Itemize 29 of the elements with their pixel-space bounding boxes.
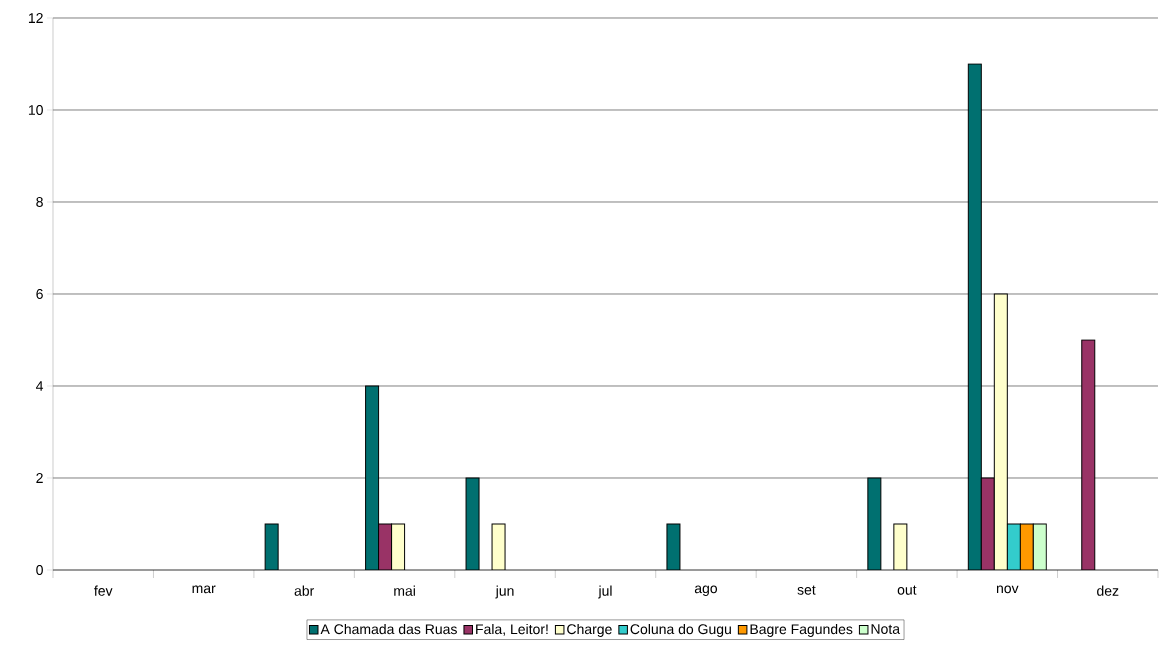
x-tick-label: nov bbox=[996, 585, 1019, 594]
y-tick-label: 8 bbox=[36, 197, 43, 207]
x-tick-label: jul bbox=[598, 585, 612, 599]
x-tick-label: mai bbox=[394, 585, 415, 596]
x-tick-label: ago bbox=[694, 585, 718, 596]
x-tick-label: set bbox=[797, 585, 816, 595]
legend-label: Fala, Leitor! bbox=[476, 623, 548, 636]
y-tick-label: 12 bbox=[28, 13, 43, 23]
x-tick-label: jun bbox=[495, 585, 514, 599]
bar bbox=[967, 63, 982, 570]
legend-label: Nota bbox=[871, 624, 901, 634]
y-tick-label: 2 bbox=[36, 473, 43, 483]
y-tick-label: 6 bbox=[36, 289, 43, 299]
legend-label: Bagre Fagundes bbox=[750, 623, 853, 637]
x-tick-label: dez bbox=[1097, 585, 1119, 596]
bar bbox=[980, 477, 995, 570]
y-tick-label: 10 bbox=[28, 105, 43, 115]
legend-label: Charge bbox=[567, 623, 612, 637]
y-tick-label: 0 bbox=[36, 565, 43, 575]
x-tick-label: out bbox=[897, 585, 917, 595]
x-tick-label: fev bbox=[94, 585, 113, 596]
x-tick-label: mar bbox=[192, 585, 216, 594]
bar bbox=[1081, 339, 1096, 570]
y-tick-label: 4 bbox=[35, 381, 44, 391]
bar bbox=[993, 293, 1008, 570]
bar bbox=[365, 385, 380, 570]
x-tick-label: abr bbox=[294, 585, 315, 596]
legend-label: A Chamada das Ruas bbox=[320, 623, 457, 635]
legend-label: Coluna do Gugu bbox=[630, 623, 731, 637]
